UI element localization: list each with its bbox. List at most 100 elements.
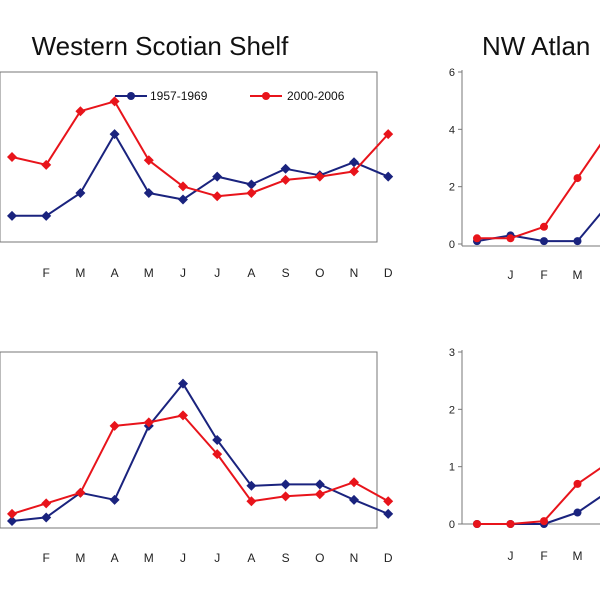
data-point: [506, 234, 515, 243]
data-point: [473, 234, 481, 243]
data-point: [143, 155, 154, 166]
y-tick-label: 2: [449, 404, 455, 416]
data-point: [383, 496, 394, 507]
chart-title: Western Scotian Shelf: [32, 31, 290, 61]
x-tick-label: A: [111, 266, 119, 280]
legend-label-1957-1969: 1957-1969: [150, 89, 208, 103]
data-point: [109, 420, 120, 431]
x-tick-label: M: [75, 551, 85, 565]
x-tick-label: S: [282, 551, 290, 565]
data-point: [383, 171, 394, 182]
x-tick-label: M: [144, 551, 154, 565]
data-point: [540, 237, 548, 246]
data-point: [314, 489, 325, 500]
data-point: [41, 512, 52, 523]
series-line-2000-2006: [477, 467, 600, 525]
x-tick-label: M: [573, 549, 583, 563]
data-point: [7, 508, 17, 519]
data-point: [143, 187, 154, 198]
series-line-1957-1969: [476, 212, 600, 243]
x-tick-label: F: [540, 268, 547, 282]
data-point: [506, 520, 515, 528]
data-point: [280, 174, 291, 185]
data-point: [109, 129, 120, 140]
data-point: [75, 487, 86, 498]
series-line-2000-2006: [477, 143, 600, 240]
data-point: [573, 237, 582, 246]
y-tick-label: 6: [449, 67, 455, 79]
legend-marker-1957-1969: [127, 92, 135, 100]
y-tick-label: 4: [449, 124, 455, 136]
data-point: [7, 152, 17, 162]
x-tick-label: S: [282, 266, 290, 280]
data-point: [178, 194, 188, 205]
data-point: [212, 191, 223, 202]
data-point: [473, 520, 481, 528]
x-tick-label: O: [315, 551, 324, 565]
x-tick-label: J: [180, 266, 186, 280]
data-point: [212, 449, 223, 460]
data-point: [349, 494, 359, 505]
data-point: [41, 210, 52, 221]
chart-title: NW Atlan: [482, 31, 590, 61]
series-line-1957-1969: [12, 133, 389, 217]
data-point: [7, 515, 17, 526]
x-tick-label: F: [43, 551, 50, 565]
data-point: [573, 479, 582, 488]
data-point: [178, 378, 188, 389]
data-point: [212, 171, 223, 182]
y-tick-label: 0: [449, 519, 455, 531]
series-line-1957-1969: [477, 495, 600, 525]
data-point: [349, 477, 359, 488]
data-point: [314, 479, 325, 490]
x-tick-label: O: [315, 266, 324, 280]
data-point: [573, 174, 582, 183]
y-tick-label: 2: [449, 182, 455, 194]
data-point: [540, 517, 548, 526]
x-tick-label: N: [350, 266, 359, 280]
data-point: [314, 171, 325, 182]
x-tick-label: A: [247, 551, 255, 565]
x-tick-label: J: [508, 268, 514, 282]
data-point: [280, 479, 291, 490]
legend-marker-2000-2006: [262, 92, 270, 100]
x-tick-label: M: [75, 266, 85, 280]
data-point: [109, 494, 120, 505]
legend: 1957-1969 2000-2006: [115, 89, 345, 103]
x-tick-label: M: [144, 266, 154, 280]
x-tick-label: F: [43, 266, 50, 280]
data-point: [75, 187, 86, 198]
series-line-2000-2006: [11, 100, 389, 198]
x-tick-label: F: [540, 549, 547, 563]
plot-area-frame: [0, 71, 378, 243]
x-tick-label: D: [384, 551, 393, 565]
data-point: [540, 222, 548, 231]
data-point: [383, 129, 394, 140]
data-point: [246, 480, 257, 491]
x-tick-label: N: [350, 551, 359, 565]
chart-bottom-right: 0 1 2 3 J F M: [449, 347, 600, 563]
y-tick-label: 1: [449, 462, 455, 474]
chart-western-scotian-shelf: Western Scotian Shelf 1957-1969 2000-200…: [0, 31, 394, 280]
data-point: [246, 179, 257, 190]
data-point: [246, 496, 257, 507]
data-point: [349, 166, 359, 177]
data-point: [212, 435, 223, 445]
y-tick-label: 3: [449, 347, 455, 359]
x-tick-label: A: [247, 266, 255, 280]
data-point: [178, 410, 188, 421]
series-line-2000-2006: [11, 414, 389, 515]
data-point: [246, 187, 257, 198]
x-tick-label: D: [384, 266, 393, 280]
y-tick-label: 0: [449, 239, 455, 251]
data-point: [7, 210, 17, 221]
legend-label-2000-2006: 2000-2006: [287, 89, 345, 103]
data-point: [280, 163, 291, 174]
data-point: [143, 417, 154, 428]
data-point: [280, 491, 291, 502]
plot-area-frame: [0, 351, 378, 529]
data-point: [349, 157, 359, 168]
data-point: [383, 508, 394, 519]
